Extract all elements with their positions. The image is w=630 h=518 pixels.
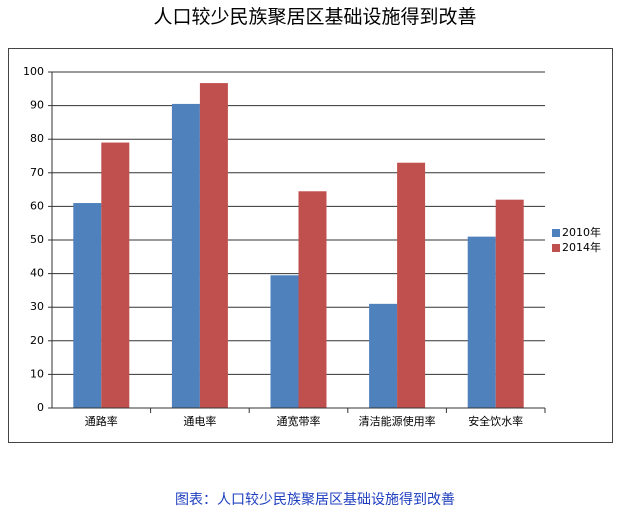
bar bbox=[298, 191, 327, 408]
y-tick-label: 40 bbox=[30, 267, 44, 280]
bar bbox=[101, 142, 130, 408]
bar bbox=[369, 303, 398, 408]
x-tick-label: 通电率 bbox=[183, 414, 216, 428]
chart-title: 人口较少民族聚居区基础设施得到改善 bbox=[153, 6, 476, 28]
x-tick-label: 清洁能源使用率 bbox=[359, 414, 436, 428]
bar bbox=[397, 162, 426, 408]
bar bbox=[495, 199, 524, 408]
bar bbox=[73, 203, 102, 408]
y-tick-label: 0 bbox=[37, 401, 44, 414]
x-tick-label: 通宽带率 bbox=[277, 414, 321, 428]
x-tick-label: 通路率 bbox=[85, 414, 118, 428]
y-tick-label: 10 bbox=[30, 367, 44, 380]
y-tick-label: 80 bbox=[30, 132, 44, 145]
x-tick-label: 安全饮水率 bbox=[468, 414, 523, 428]
y-tick-label: 20 bbox=[30, 334, 44, 347]
bar bbox=[270, 275, 299, 408]
chart-frame bbox=[8, 48, 613, 443]
y-tick-label: 30 bbox=[30, 300, 44, 313]
caption: 图表：人口较少民族聚居区基础设施得到改善 bbox=[175, 491, 455, 508]
y-tick-label: 60 bbox=[30, 199, 44, 212]
y-tick-label: 90 bbox=[30, 99, 44, 112]
legend-swatch bbox=[552, 229, 560, 237]
bar bbox=[199, 83, 228, 408]
legend-label: 2010年 bbox=[562, 225, 601, 239]
bar bbox=[467, 236, 496, 408]
y-tick-label: 100 bbox=[23, 65, 44, 78]
y-tick-label: 50 bbox=[30, 233, 44, 246]
bar bbox=[171, 103, 200, 409]
legend-label: 2014年 bbox=[562, 240, 601, 254]
legend-swatch bbox=[552, 244, 560, 252]
y-tick-label: 70 bbox=[30, 166, 44, 179]
